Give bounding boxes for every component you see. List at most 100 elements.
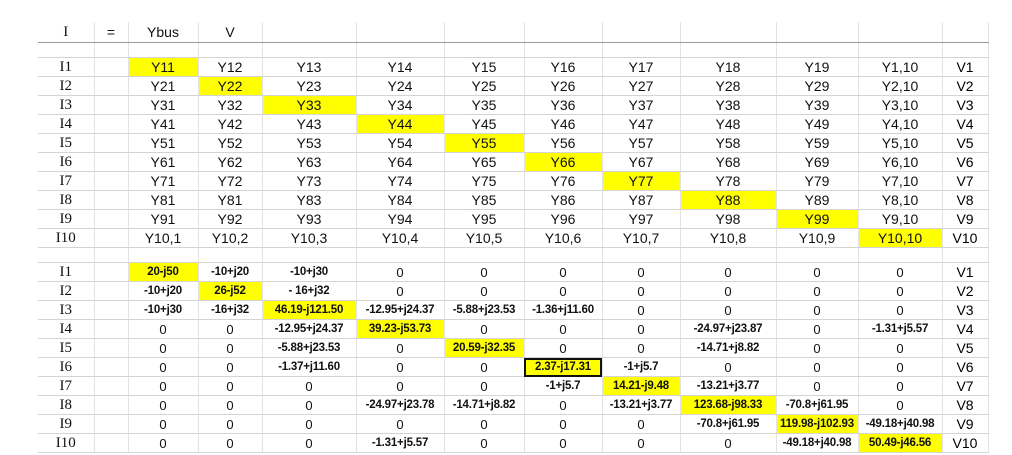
ybus-value-cell[interactable]: 0: [444, 414, 525, 434]
current-label[interactable]: I5: [38, 338, 95, 358]
ybus-value-cell[interactable]: 0: [444, 376, 525, 396]
ybus-value-cell[interactable]: 0: [262, 395, 357, 415]
ybus-value-cell[interactable]: 0: [680, 262, 777, 282]
ybus-symbol-cell[interactable]: Y74: [356, 171, 445, 191]
ybus-value-cell[interactable]: -14.71+j8.82: [444, 395, 525, 415]
ybus-value-cell[interactable]: -14.71+j8.82: [680, 338, 777, 358]
ybus-symbol-cell[interactable]: Y8,10: [858, 190, 943, 210]
empty-cell[interactable]: [858, 22, 943, 43]
ybus-value-cell[interactable]: -1.31+j5.57: [356, 433, 445, 453]
ybus-symbol-cell[interactable]: Y18: [680, 57, 777, 77]
voltage-label[interactable]: V5: [942, 338, 989, 358]
empty-cell[interactable]: [262, 42, 357, 58]
ybus-symbol-cell[interactable]: Y27: [602, 76, 681, 96]
ybus-symbol-cell[interactable]: Y4,10: [858, 114, 943, 134]
ybus-value-cell[interactable]: 0: [128, 395, 199, 415]
ybus-value-cell[interactable]: 0: [444, 433, 525, 453]
ybus-symbol-cell[interactable]: Y39: [776, 95, 859, 115]
empty-cell[interactable]: [942, 22, 989, 43]
ybus-value-cell[interactable]: -70.8+j61.95: [680, 414, 777, 434]
ybus-symbol-cell[interactable]: Y62: [198, 152, 263, 172]
current-label[interactable]: I4: [38, 114, 95, 134]
ybus-value-cell[interactable]: -10+j30: [128, 300, 199, 320]
empty-cell[interactable]: [858, 247, 943, 263]
ybus-symbol-cell[interactable]: Y54: [356, 133, 445, 153]
ybus-symbol-cell[interactable]: Y31: [128, 95, 199, 115]
ybus-value-cell[interactable]: -16+j32: [198, 300, 263, 320]
empty-cell[interactable]: [94, 228, 129, 248]
ybus-value-cell[interactable]: 20.59-j32.35: [444, 338, 525, 358]
empty-cell[interactable]: [94, 76, 129, 96]
voltage-label[interactable]: V3: [942, 95, 989, 115]
ybus-symbol-cell[interactable]: Y10,6: [524, 228, 603, 248]
current-label[interactable]: I9: [38, 209, 95, 229]
ybus-value-cell[interactable]: 0: [776, 376, 859, 396]
voltage-label[interactable]: V1: [942, 57, 989, 77]
ybus-value-cell[interactable]: 119.98-j102.93: [776, 414, 859, 434]
header-ybus[interactable]: Ybus: [128, 22, 199, 43]
voltage-label[interactable]: V7: [942, 171, 989, 191]
ybus-value-cell[interactable]: 0: [198, 376, 263, 396]
ybus-value-cell[interactable]: -10+j20: [128, 281, 199, 301]
ybus-symbol-cell[interactable]: Y81: [128, 190, 199, 210]
current-label[interactable]: I3: [38, 300, 95, 320]
ybus-symbol-cell[interactable]: Y10,9: [776, 228, 859, 248]
voltage-label[interactable]: V9: [942, 414, 989, 434]
ybus-symbol-cell[interactable]: Y58: [680, 133, 777, 153]
header-current[interactable]: I: [38, 22, 95, 43]
current-label[interactable]: I7: [38, 171, 95, 191]
ybus-symbol-cell[interactable]: Y28: [680, 76, 777, 96]
ybus-symbol-cell[interactable]: Y3,10: [858, 95, 943, 115]
ybus-symbol-cell[interactable]: Y34: [356, 95, 445, 115]
empty-cell[interactable]: [94, 281, 129, 301]
ybus-symbol-cell[interactable]: Y78: [680, 171, 777, 191]
ybus-symbol-cell[interactable]: Y35: [444, 95, 525, 115]
ybus-value-cell[interactable]: 0: [128, 433, 199, 453]
ybus-symbol-cell[interactable]: Y43: [262, 114, 357, 134]
ybus-symbol-cell[interactable]: Y32: [198, 95, 263, 115]
empty-cell[interactable]: [680, 247, 777, 263]
ybus-value-cell[interactable]: 0: [602, 433, 681, 453]
ybus-value-cell[interactable]: 0: [262, 433, 357, 453]
ybus-symbol-cell[interactable]: Y22: [198, 76, 263, 96]
voltage-label[interactable]: V4: [942, 319, 989, 339]
voltage-label[interactable]: V10: [942, 228, 989, 248]
current-label[interactable]: I6: [38, 152, 95, 172]
ybus-value-cell[interactable]: 0: [524, 338, 603, 358]
empty-cell[interactable]: [776, 22, 859, 43]
ybus-symbol-cell[interactable]: Y85: [444, 190, 525, 210]
ybus-symbol-cell[interactable]: Y29: [776, 76, 859, 96]
ybus-value-cell[interactable]: 0: [444, 281, 525, 301]
ybus-symbol-cell[interactable]: Y19: [776, 57, 859, 77]
ybus-value-cell[interactable]: 0: [198, 357, 263, 377]
ybus-symbol-cell[interactable]: Y79: [776, 171, 859, 191]
ybus-symbol-cell[interactable]: Y17: [602, 57, 681, 77]
ybus-symbol-cell[interactable]: Y73: [262, 171, 357, 191]
ybus-symbol-cell[interactable]: Y94: [356, 209, 445, 229]
ybus-value-cell[interactable]: 0: [198, 338, 263, 358]
ybus-value-cell[interactable]: 0: [128, 357, 199, 377]
ybus-symbol-cell[interactable]: Y16: [524, 57, 603, 77]
ybus-value-cell[interactable]: 0: [602, 262, 681, 282]
ybus-symbol-cell[interactable]: Y52: [198, 133, 263, 153]
ybus-symbol-cell[interactable]: Y38: [680, 95, 777, 115]
ybus-value-cell[interactable]: -1+j5.7: [524, 376, 603, 396]
ybus-value-cell[interactable]: 0: [198, 395, 263, 415]
ybus-value-cell[interactable]: 0: [680, 281, 777, 301]
ybus-symbol-cell[interactable]: Y64: [356, 152, 445, 172]
ybus-symbol-cell[interactable]: Y10,2: [198, 228, 263, 248]
ybus-symbol-cell[interactable]: Y68: [680, 152, 777, 172]
ybus-value-cell[interactable]: -1+j5.7: [602, 357, 681, 377]
ybus-value-cell[interactable]: 0: [858, 395, 943, 415]
ybus-symbol-cell[interactable]: Y59: [776, 133, 859, 153]
current-label[interactable]: I10: [38, 433, 95, 453]
ybus-value-cell[interactable]: 0: [356, 338, 445, 358]
ybus-value-cell[interactable]: 0: [524, 433, 603, 453]
ybus-value-cell[interactable]: -5.88+j23.53: [262, 338, 357, 358]
ybus-symbol-cell[interactable]: Y69: [776, 152, 859, 172]
current-label[interactable]: I6: [38, 357, 95, 377]
ybus-symbol-cell[interactable]: Y48: [680, 114, 777, 134]
ybus-symbol-cell[interactable]: Y36: [524, 95, 603, 115]
empty-cell[interactable]: [94, 395, 129, 415]
ybus-symbol-cell[interactable]: Y45: [444, 114, 525, 134]
